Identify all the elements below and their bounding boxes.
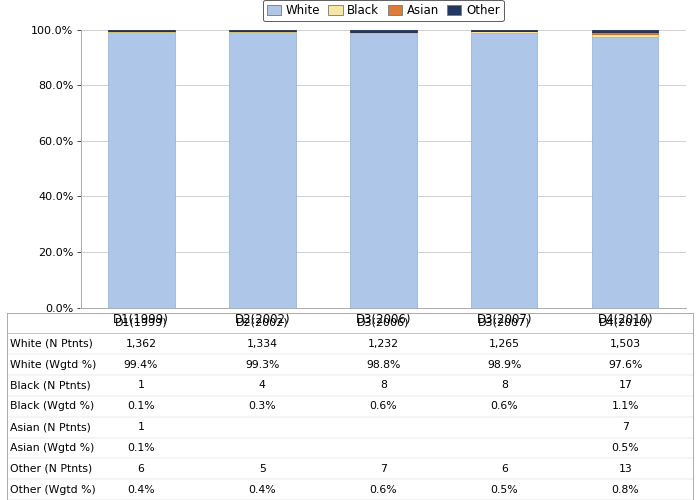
Text: 1,232: 1,232 (368, 339, 399, 349)
Text: Other (Wgtd %): Other (Wgtd %) (10, 484, 97, 494)
Text: 6: 6 (138, 464, 144, 474)
Bar (471, 30, 538, 32)
Text: 0.4%: 0.4% (248, 484, 276, 494)
Text: 99.3%: 99.3% (245, 360, 279, 370)
Bar (108, 32, 174, 308)
Bar (229, 31, 295, 32)
Text: 17: 17 (619, 380, 632, 390)
Text: 0.5%: 0.5% (612, 443, 639, 453)
Bar (471, 32, 538, 33)
Text: 1,362: 1,362 (125, 339, 157, 349)
Text: D3(2006): D3(2006) (357, 318, 410, 328)
Text: 97.6%: 97.6% (608, 360, 643, 370)
Text: 8: 8 (501, 380, 508, 390)
Text: 1.1%: 1.1% (612, 401, 639, 411)
Bar (229, 32, 295, 307)
Text: 0.3%: 0.3% (248, 401, 276, 411)
Text: D3(2007): D3(2007) (478, 318, 531, 328)
Text: 0.4%: 0.4% (127, 484, 155, 494)
Bar (592, 36, 659, 308)
Text: 7: 7 (622, 422, 629, 432)
Text: 1: 1 (138, 422, 144, 432)
Bar (350, 34, 416, 308)
Text: D1(1999): D1(1999) (115, 318, 167, 328)
Bar (471, 33, 538, 307)
Text: White (Wgtd %): White (Wgtd %) (10, 360, 97, 370)
Text: 0.6%: 0.6% (370, 401, 397, 411)
Text: 0.5%: 0.5% (491, 484, 518, 494)
Text: Black (N Ptnts): Black (N Ptnts) (10, 380, 91, 390)
Text: White (N Ptnts): White (N Ptnts) (10, 339, 93, 349)
Text: 13: 13 (619, 464, 632, 474)
Text: 0.6%: 0.6% (370, 484, 397, 494)
Text: 6: 6 (501, 464, 508, 474)
Bar (592, 30, 659, 32)
Text: 0.1%: 0.1% (127, 443, 155, 453)
Text: Other (N Ptnts): Other (N Ptnts) (10, 464, 92, 474)
Text: 1,265: 1,265 (489, 339, 520, 349)
Text: 99.4%: 99.4% (124, 360, 158, 370)
Text: Asian (N Ptnts): Asian (N Ptnts) (10, 422, 92, 432)
Text: 1,334: 1,334 (246, 339, 278, 349)
Text: D4(2010): D4(2010) (599, 318, 652, 328)
Legend: White, Black, Asian, Other: White, Black, Asian, Other (262, 0, 504, 21)
Bar (229, 30, 295, 31)
Bar (592, 32, 659, 34)
Bar (592, 34, 659, 36)
Text: 5: 5 (259, 464, 265, 474)
Text: D2(2002): D2(2002) (236, 318, 288, 328)
Text: 1,503: 1,503 (610, 339, 641, 349)
Text: Asian (Wgtd %): Asian (Wgtd %) (10, 443, 95, 453)
Text: 0.8%: 0.8% (612, 484, 639, 494)
Text: 0.1%: 0.1% (127, 401, 155, 411)
Text: 0.6%: 0.6% (491, 401, 518, 411)
Text: 7: 7 (380, 464, 386, 474)
Bar (350, 32, 416, 34)
Bar (108, 30, 174, 31)
Text: 98.9%: 98.9% (487, 360, 522, 370)
Text: 4: 4 (259, 380, 265, 390)
Text: 1: 1 (138, 380, 144, 390)
Text: 98.8%: 98.8% (366, 360, 400, 370)
Text: 8: 8 (380, 380, 386, 390)
Bar (350, 30, 416, 32)
Text: Black (Wgtd %): Black (Wgtd %) (10, 401, 94, 411)
